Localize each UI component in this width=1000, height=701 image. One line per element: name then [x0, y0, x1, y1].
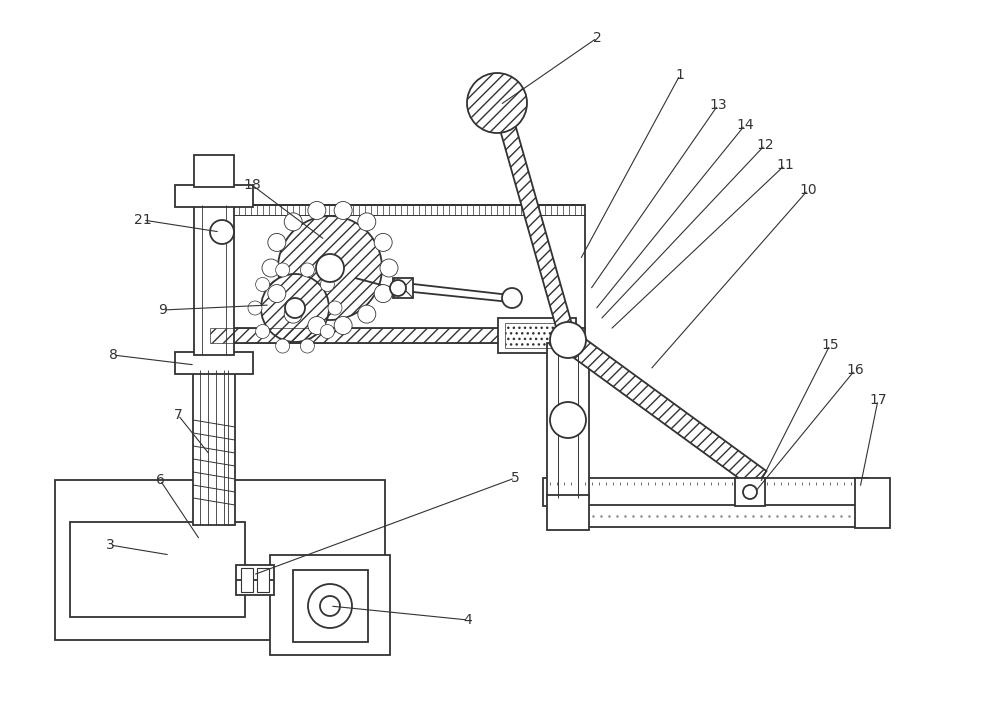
Circle shape	[284, 305, 302, 323]
Circle shape	[320, 325, 334, 339]
Bar	[293, 570, 368, 642]
Bar	[175, 352, 253, 374]
Circle shape	[285, 298, 305, 318]
Circle shape	[308, 584, 352, 628]
Circle shape	[358, 213, 376, 231]
Circle shape	[334, 317, 352, 334]
Bar	[570, 505, 865, 527]
Circle shape	[300, 263, 314, 277]
Circle shape	[308, 317, 326, 334]
Bar	[393, 278, 413, 298]
Bar	[210, 328, 500, 343]
Circle shape	[380, 259, 398, 277]
Bar	[70, 522, 245, 617]
Circle shape	[374, 285, 392, 303]
Text: 14: 14	[736, 118, 754, 132]
Circle shape	[300, 339, 314, 353]
Text: 15: 15	[821, 338, 839, 352]
Circle shape	[358, 305, 376, 323]
Text: 11: 11	[776, 158, 794, 172]
Circle shape	[743, 485, 757, 499]
Circle shape	[248, 301, 262, 315]
Circle shape	[276, 339, 290, 353]
Bar	[505, 323, 570, 348]
Circle shape	[467, 73, 527, 133]
Circle shape	[550, 402, 586, 438]
Text: 18: 18	[243, 178, 261, 192]
Bar	[175, 185, 253, 207]
Circle shape	[320, 278, 334, 292]
Circle shape	[502, 288, 522, 308]
Bar	[855, 478, 890, 528]
Circle shape	[268, 285, 286, 303]
Polygon shape	[497, 116, 576, 342]
Bar	[270, 555, 390, 655]
Text: 12: 12	[756, 138, 774, 152]
Text: 10: 10	[799, 183, 817, 197]
Bar	[257, 568, 269, 592]
Text: 2: 2	[593, 31, 601, 45]
Circle shape	[210, 220, 234, 244]
Bar	[55, 480, 385, 640]
Text: 13: 13	[709, 98, 727, 112]
Text: 7: 7	[174, 408, 182, 422]
Text: 6: 6	[156, 473, 164, 487]
Circle shape	[320, 596, 340, 616]
Circle shape	[262, 259, 280, 277]
Text: 4: 4	[464, 613, 472, 627]
Bar	[547, 495, 589, 530]
Bar	[547, 343, 589, 498]
Circle shape	[550, 322, 586, 358]
Text: 8: 8	[109, 348, 117, 362]
Circle shape	[261, 274, 329, 342]
Text: 21: 21	[134, 213, 152, 227]
Circle shape	[374, 233, 392, 252]
Circle shape	[284, 213, 302, 231]
Text: 1: 1	[676, 68, 684, 82]
Text: 16: 16	[846, 363, 864, 377]
Bar	[194, 155, 234, 187]
Circle shape	[316, 254, 344, 282]
Bar	[543, 478, 868, 506]
Polygon shape	[562, 331, 766, 489]
Circle shape	[308, 201, 326, 219]
Circle shape	[278, 216, 382, 320]
Circle shape	[268, 233, 286, 252]
Bar	[210, 328, 585, 343]
Text: 17: 17	[869, 393, 887, 407]
Circle shape	[276, 263, 290, 277]
Bar	[498, 318, 576, 353]
Bar	[236, 565, 274, 595]
Circle shape	[334, 201, 352, 219]
Circle shape	[256, 278, 270, 292]
Circle shape	[390, 280, 406, 296]
Bar	[210, 205, 585, 330]
Bar	[241, 568, 253, 592]
Text: 9: 9	[159, 303, 167, 317]
Text: 3: 3	[106, 538, 114, 552]
Circle shape	[328, 301, 342, 315]
Bar	[193, 370, 235, 525]
Text: 5: 5	[511, 471, 519, 485]
Bar	[735, 478, 765, 506]
Bar	[194, 205, 234, 355]
Circle shape	[256, 325, 270, 339]
